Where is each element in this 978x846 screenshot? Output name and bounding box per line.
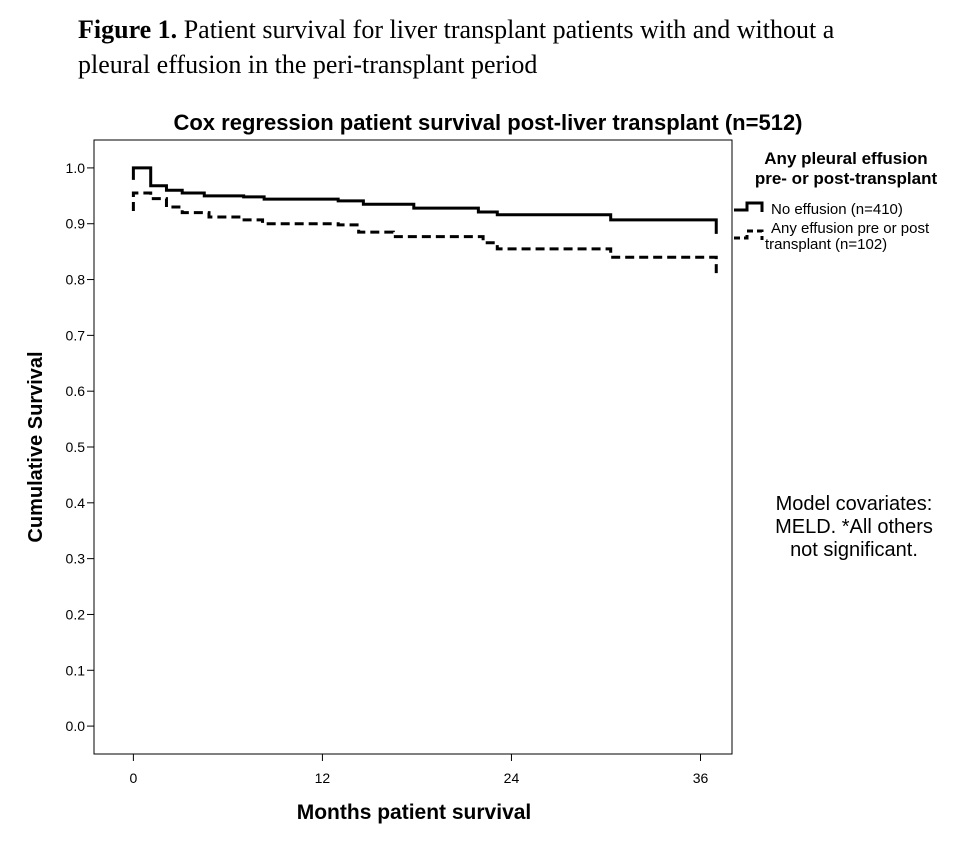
y-tick-label: 0.0: [66, 718, 86, 734]
legend-swatch-effusion: [734, 229, 764, 240]
y-tick-label: 0.8: [66, 272, 86, 288]
plot-frame: [93, 139, 733, 755]
x-tick-label: 36: [693, 770, 709, 786]
x-tick-label: 12: [315, 770, 331, 786]
y-tick-label: 0.6: [66, 383, 86, 399]
figure-caption: Figure 1. Patient survival for liver tra…: [78, 12, 898, 82]
series-line-no-effusion: [131, 166, 718, 234]
x-tick-label: 24: [504, 770, 520, 786]
figure-label: Figure 1.: [78, 15, 178, 44]
legend: Any pleural effusion pre- or post-transp…: [734, 149, 937, 253]
y-tick-label: 0.7: [66, 327, 86, 343]
legend-title-line2: pre- or post-transplant: [755, 169, 938, 188]
y-tick-label: 0.9: [66, 216, 86, 232]
y-tick-label: 0.3: [66, 551, 86, 567]
figure-caption-text: Patient survival for liver transplant pa…: [78, 15, 835, 79]
series-layer: [131, 166, 718, 278]
y-tick-label: 0.5: [66, 439, 86, 455]
y-axis: 0.0 0.1 0.2 0.3 0.4 0.5 0.6 0.7 0.8 0.9 1.0: [66, 160, 94, 734]
legend-title-line1: Any pleural effusion: [764, 149, 927, 168]
model-note-line3: not significant.: [790, 539, 918, 561]
x-axis-label: Months patient survival: [297, 801, 532, 824]
y-tick-label: 0.2: [66, 606, 86, 622]
y-axis-label: Cumulative Survival: [25, 351, 47, 542]
y-tick-label: 0.4: [66, 495, 86, 511]
model-note-line1: Model covariates:: [776, 493, 933, 515]
x-axis: 0 12 24 36: [129, 754, 708, 786]
y-tick-label: 1.0: [66, 160, 86, 176]
chart-title: Cox regression patient survival post-liv…: [173, 110, 802, 135]
model-note: Model covariates: MELD. *All others not …: [775, 493, 933, 561]
legend-label-effusion-line1: Any effusion pre or post: [771, 220, 930, 237]
x-tick-label: 0: [129, 770, 137, 786]
legend-swatch-no-effusion: [734, 201, 764, 212]
legend-label-effusion-line2: transplant (n=102): [765, 236, 887, 253]
y-tick-label: 0.1: [66, 662, 86, 678]
legend-label-no-effusion: No effusion (n=410): [771, 201, 903, 218]
model-note-line2: MELD. *All others: [775, 516, 933, 538]
series-line-effusion: [131, 191, 718, 278]
